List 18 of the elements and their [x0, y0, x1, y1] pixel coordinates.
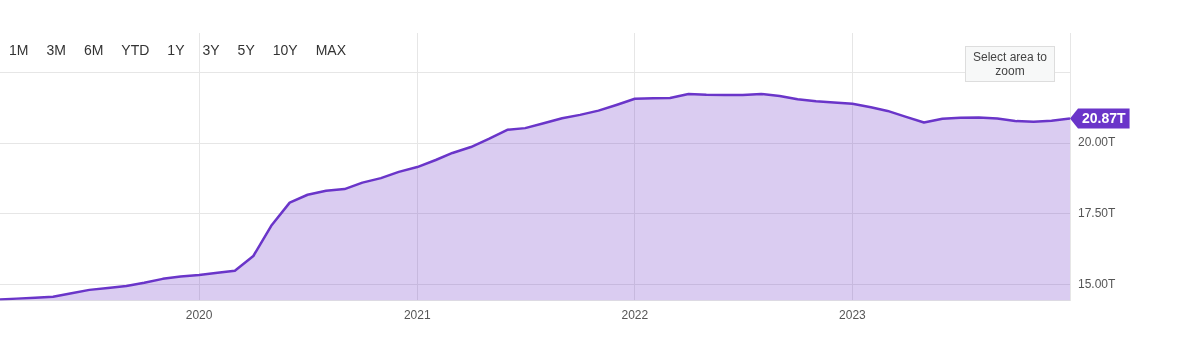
annotation: 3Y [201, 42, 221, 58]
annotation: YTD [120, 42, 151, 58]
y-tick-label: 17.50T [1078, 205, 1117, 220]
annotation: Select area to zoom [965, 46, 1055, 82]
annotation: 5Y [236, 42, 256, 58]
x-tick-label: 2023 [839, 308, 867, 323]
y-tick-label: 15.00T [1078, 276, 1117, 291]
annotation: 1M [8, 42, 30, 58]
annotation: 1Y [166, 42, 186, 58]
annotation: 6M [82, 42, 105, 58]
x-tick-label: 2022 [621, 308, 649, 323]
data-label: 20.87T [1082, 110, 1127, 127]
y-tick-label: 20.00T [1078, 135, 1117, 150]
annotation: 3M [45, 42, 67, 58]
annotation: MAX [314, 42, 347, 58]
x-tick-label: 2020 [185, 308, 213, 323]
annotation: 10Y [271, 42, 299, 58]
x-tick-label: 2021 [403, 308, 431, 323]
